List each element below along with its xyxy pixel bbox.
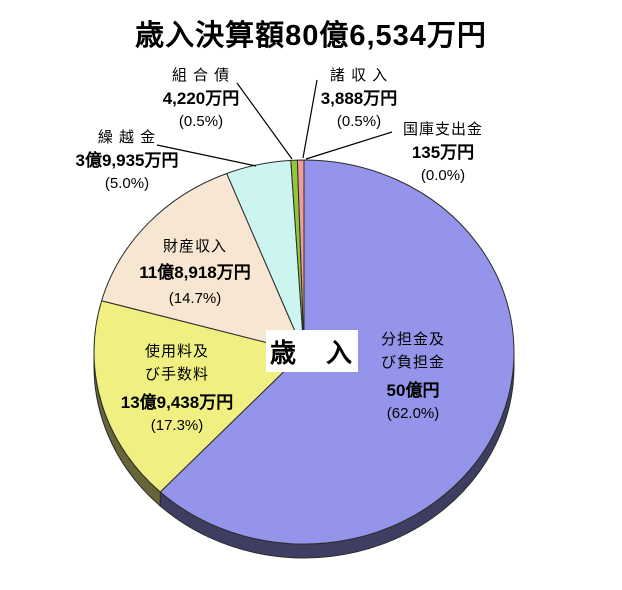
slice-percent: (5.0%) bbox=[104, 175, 150, 192]
leader-line-kumiaisai bbox=[236, 82, 293, 160]
slice-label-kokko: 国庫支出金 135万円 (0.0%) bbox=[378, 118, 508, 187]
slice-label-shiyoryo: 使用料及 び手数料 13億9,438万円 (17.3%) bbox=[107, 340, 247, 437]
slice-name-line2: び負担金 bbox=[380, 354, 445, 371]
slice-name: 繰 越 金 bbox=[97, 129, 157, 146]
slice-label-zaisan: 財産収入 11億8,918万円 (14.7%) bbox=[125, 234, 265, 312]
slice-percent: (14.7%) bbox=[168, 290, 222, 307]
slice-amount: 50億円 bbox=[386, 381, 440, 400]
slice-label-kumiaisai: 組 合 債 4,220万円 (0.5%) bbox=[136, 64, 266, 133]
slice-label-shoshunyu: 諸 収 入 3,888万円 (0.5%) bbox=[294, 64, 424, 133]
slice-name: 諸 収 入 bbox=[329, 67, 389, 84]
slice-percent: (62.0%) bbox=[386, 405, 440, 422]
slice-percent: (0.5%) bbox=[336, 113, 382, 130]
slice-amount: 3,888万円 bbox=[320, 89, 398, 108]
pie-center-label: 歳 入 bbox=[269, 337, 354, 368]
slice-amount: 13億9,438万円 bbox=[120, 393, 234, 412]
slice-name: 国庫支出金 bbox=[402, 121, 483, 138]
leader-line-shoshunyu bbox=[302, 79, 318, 159]
slice-amount: 135万円 bbox=[411, 143, 475, 162]
slice-label-kurikoshi: 繰 越 金 3億9,935万円 (5.0%) bbox=[61, 126, 193, 195]
slice-label-buntankin: 分担金及 び負担金 50億円 (62.0%) bbox=[353, 328, 473, 425]
slice-name: 組 合 債 bbox=[171, 67, 231, 84]
slice-name-line2: び手数料 bbox=[144, 366, 209, 383]
slice-amount: 3億9,935万円 bbox=[75, 151, 179, 170]
slice-percent: (0.0%) bbox=[420, 167, 466, 184]
pie-slice-2 bbox=[101, 172, 305, 353]
pie-slice-5 bbox=[296, 159, 305, 353]
slice-name: 財産収入 bbox=[162, 238, 227, 255]
leader-line-kurikoshi bbox=[156, 144, 257, 167]
slice-amount: 4,220万円 bbox=[162, 89, 240, 108]
slice-amount: 11億8,918万円 bbox=[139, 263, 251, 282]
slice-percent: (0.5%) bbox=[178, 113, 224, 130]
chart-title: 歳入決算額80億6,534万円 bbox=[135, 20, 487, 52]
slice-name-line1: 分担金及 bbox=[380, 331, 445, 348]
slice-percent: (17.3%) bbox=[150, 417, 204, 434]
leader-line-kokko bbox=[305, 131, 393, 160]
pie-center-label-box: 歳 入 bbox=[266, 330, 358, 372]
slice-name-line1: 使用料及 bbox=[144, 343, 209, 360]
pie-slice-1 bbox=[93, 300, 305, 493]
